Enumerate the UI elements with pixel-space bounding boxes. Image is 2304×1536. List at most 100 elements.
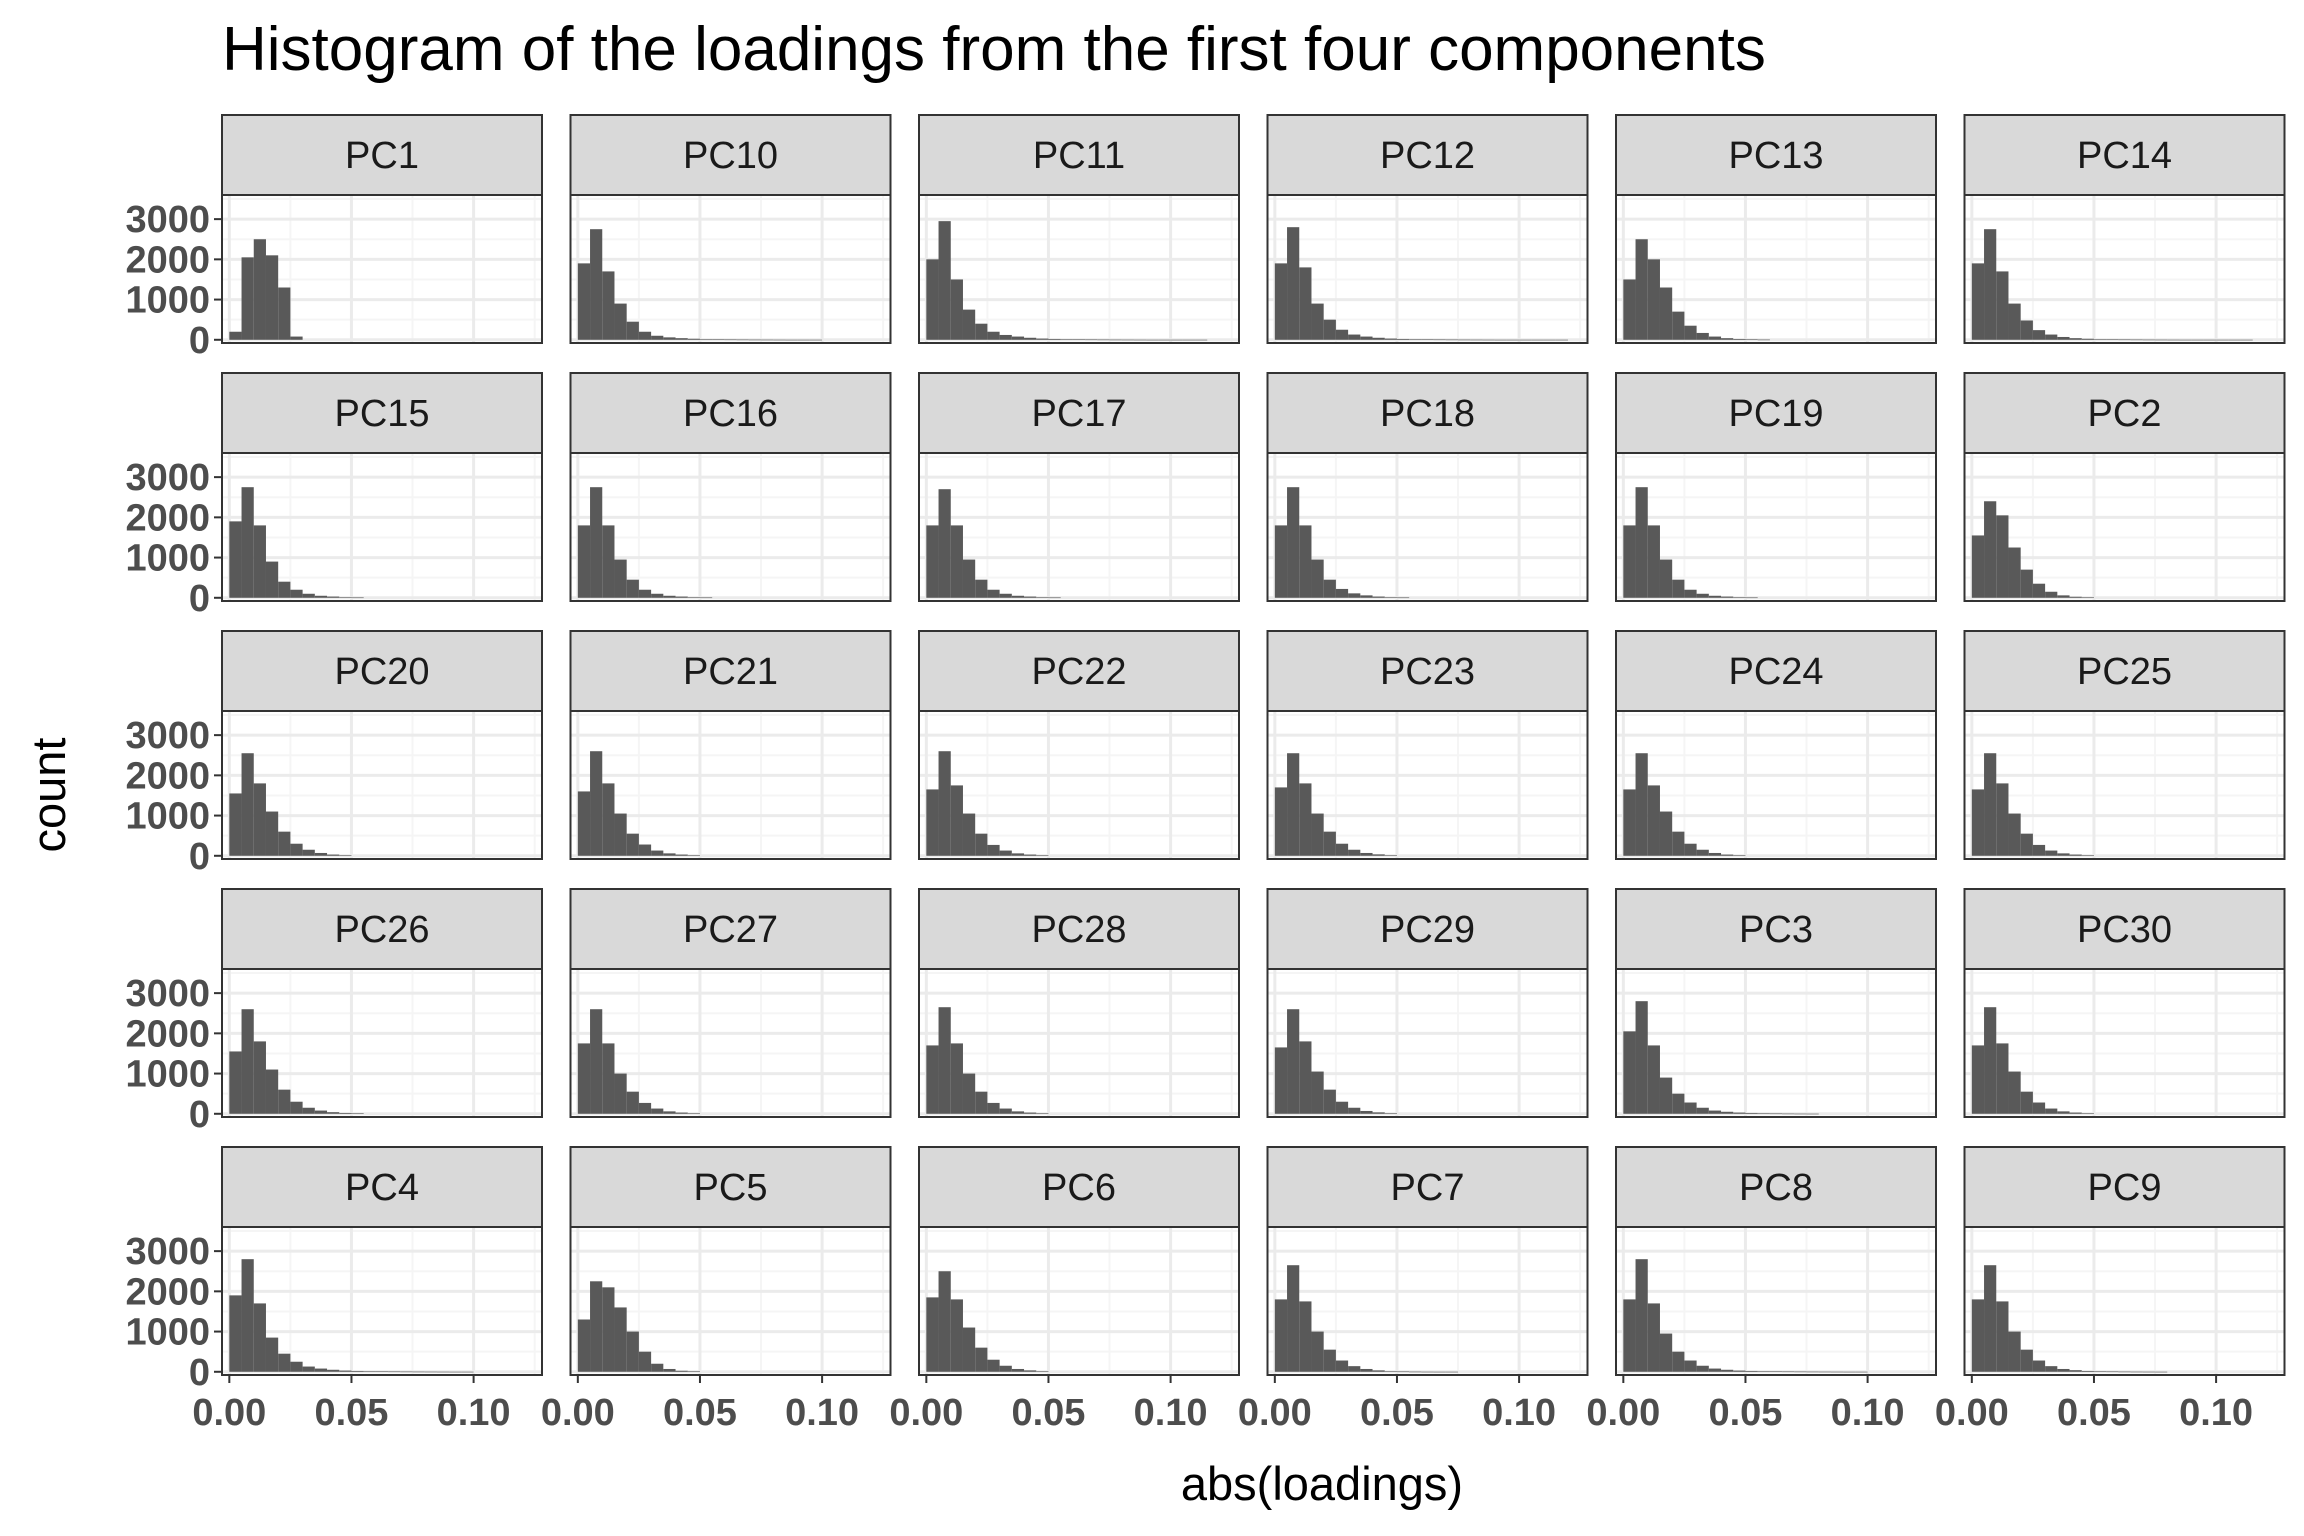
histogram-bar <box>1036 1371 1049 1372</box>
histogram-bar <box>785 339 798 341</box>
facet-pc13: PC13 <box>1615 114 1937 344</box>
facet-pc14: PC14 <box>1963 114 2286 344</box>
histogram-bar <box>1647 525 1660 598</box>
histogram-bar <box>614 1073 627 1114</box>
histogram-bar <box>675 854 688 856</box>
histogram-bar <box>1996 1301 2009 1372</box>
histogram-bar <box>1335 1101 1349 1114</box>
histogram-bar <box>1708 1110 1722 1114</box>
panel-border <box>221 710 543 860</box>
histogram-bar <box>687 597 700 598</box>
histogram-bar <box>950 1043 963 1114</box>
y-tick-label: 2000 <box>125 755 210 797</box>
histogram-bar <box>2081 1113 2094 1114</box>
histogram-bar <box>1011 1368 1025 1372</box>
histogram-bar <box>987 1102 1000 1114</box>
histogram-bar <box>1024 337 1037 340</box>
histogram-bar <box>1531 339 1544 341</box>
histogram-bar <box>1287 487 1300 598</box>
facet-strip-label: PC29 <box>1380 909 1475 951</box>
histogram-bar <box>2032 330 2046 340</box>
histogram-bar <box>999 334 1012 340</box>
facet-strip-label: PC15 <box>334 393 429 435</box>
x-tick-label: 0.05 <box>663 1392 737 1434</box>
histogram-bar <box>351 1370 364 1372</box>
histogram-bar <box>626 579 639 598</box>
histogram-bar <box>2130 1371 2143 1373</box>
panel-border <box>1266 194 1589 344</box>
histogram-bar <box>638 331 652 340</box>
histogram-bar <box>1433 1371 1446 1373</box>
histogram-bar <box>577 791 591 856</box>
histogram-bar <box>1659 559 1673 598</box>
histogram-bar <box>1733 597 1746 598</box>
histogram-bar <box>1287 753 1300 856</box>
histogram-bar <box>2045 1108 2058 1114</box>
histogram-bar <box>1323 319 1336 340</box>
histogram-bar <box>724 339 737 341</box>
histogram-bar <box>626 1091 639 1114</box>
panel-border <box>1266 1226 1589 1376</box>
histogram-bar <box>651 1363 664 1372</box>
chart-title: Histogram of the loadings from the first… <box>222 15 1766 84</box>
histogram-bar <box>351 1113 364 1114</box>
facet-pc5: PC5 0.00 0.05 0.10 <box>541 1146 892 1434</box>
facet-strip <box>1615 888 1937 970</box>
histogram-bar <box>962 1327 976 1372</box>
histogram-bar <box>229 331 242 340</box>
x-tick-label: 0.05 <box>1011 1392 1085 1434</box>
histogram-bar <box>2081 338 2094 340</box>
histogram-bar <box>302 849 315 856</box>
y-tick-label: 0 <box>189 836 210 878</box>
histogram-bar <box>2008 303 2021 340</box>
histogram-bar <box>1396 597 1410 599</box>
facet-strip <box>1266 114 1589 196</box>
histogram-bar <box>1971 263 1985 340</box>
histogram-bar <box>1360 336 1373 340</box>
histogram-bar <box>1195 339 1208 341</box>
histogram-bar <box>614 1307 627 1372</box>
histogram-bar <box>975 1091 988 1114</box>
facet-strip-label: PC23 <box>1380 651 1475 693</box>
histogram-bar <box>1708 336 1722 340</box>
facet-strip <box>1615 630 1937 712</box>
y-tick-label: 0 <box>189 578 210 620</box>
histogram-bar <box>950 1299 963 1372</box>
histogram-bar <box>614 559 627 598</box>
histogram-bar <box>290 1361 303 1372</box>
histogram-bar <box>1348 593 1361 598</box>
histogram-bar <box>253 1041 266 1114</box>
histogram-bar <box>1360 1110 1373 1114</box>
histogram-bar <box>1072 339 1086 340</box>
histogram-bar <box>1984 1265 1997 1372</box>
panel-border <box>1615 452 1937 602</box>
histogram-bar <box>2069 854 2082 856</box>
histogram-bar <box>577 525 591 598</box>
histogram-bar <box>577 263 591 340</box>
histogram-bar <box>241 1259 254 1372</box>
histogram-bar <box>1299 525 1312 598</box>
facet-pc12: PC12 <box>1266 114 1589 344</box>
y-tick-label: 0 <box>189 1094 210 1136</box>
histogram-bar <box>1024 1370 1037 1372</box>
histogram-bar <box>1757 339 1770 341</box>
histogram-bar <box>1794 1371 1807 1373</box>
x-tick-label: 0.05 <box>2057 1392 2131 1434</box>
histogram-bar <box>675 1112 688 1114</box>
facet-pc9: PC9 0.00 0.05 0.10 <box>1935 1146 2286 1434</box>
histogram-bar <box>278 581 291 598</box>
histogram-bar <box>1097 339 1110 341</box>
y-tick-label: 2000 <box>125 1013 210 1055</box>
panel-border <box>918 968 1240 1118</box>
histogram-bar <box>577 1319 591 1372</box>
histogram-bar <box>1109 339 1122 341</box>
panel-border <box>569 1226 892 1376</box>
histogram-bar <box>2069 1370 2082 1372</box>
histogram-bar <box>1445 1371 1459 1373</box>
histogram-bar <box>1274 1047 1288 1114</box>
histogram-bar <box>265 561 279 598</box>
histogram-bar <box>1971 789 1985 856</box>
histogram-bar <box>290 843 303 856</box>
histogram-bar <box>2093 339 2107 340</box>
